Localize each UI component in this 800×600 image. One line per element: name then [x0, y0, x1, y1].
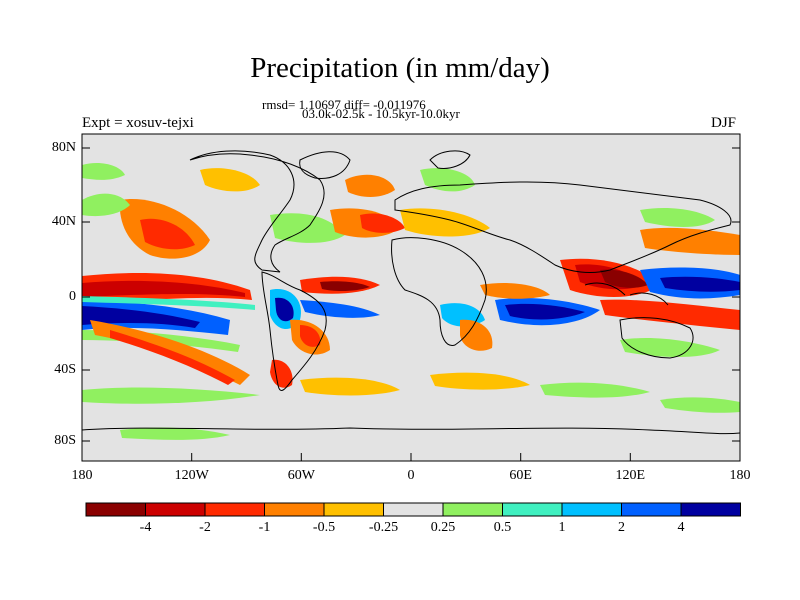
x-tick-label: 0 — [407, 468, 415, 483]
colorbar-label: 1 — [558, 520, 566, 535]
colorbar-label: 0.25 — [430, 520, 456, 535]
colorbar-swatch — [502, 502, 563, 517]
y-tick-label: 80N — [51, 140, 76, 155]
x-tick-label: 180 — [729, 468, 751, 483]
x-tick-label: 120E — [615, 468, 646, 483]
colorbar-swatch — [383, 502, 444, 517]
colorbar-label: -0.5 — [312, 520, 336, 535]
colorbar-label: 2 — [618, 520, 625, 535]
x-tick-label: 60W — [287, 468, 315, 483]
y-tick-label: 40N — [51, 214, 76, 229]
x-tick-label: 120W — [174, 468, 209, 483]
colorbar-swatch — [442, 502, 503, 517]
x-tick-label: 60E — [509, 468, 532, 483]
map-title: Precipitation (in mm/day) — [250, 52, 550, 84]
colorbar-swatch — [561, 502, 622, 517]
y-tick-label: 80S — [54, 433, 76, 448]
colorbar-swatch — [85, 502, 146, 517]
x-tick-label: 180 — [71, 468, 93, 483]
continent-outlines — [82, 150, 740, 435]
colorbar-label: 4 — [677, 520, 685, 535]
colorbar-label: -0.25 — [368, 520, 399, 535]
colorbar-label: -2 — [199, 520, 211, 535]
period-comparison: 03.0k-02.5k - 10.5kyr-10.0kyr — [302, 106, 460, 121]
colorbar-swatch — [264, 502, 325, 517]
anomaly-fields — [82, 163, 740, 440]
colorbar-label: -4 — [139, 520, 152, 535]
season-label: DJF — [711, 115, 737, 131]
y-tick-label: 40S — [54, 362, 76, 377]
colorbar-swatch — [323, 502, 384, 517]
experiment-label: Expt = xosuv-tejxi — [82, 115, 194, 131]
colorbar — [85, 502, 741, 517]
colorbar-label: -1 — [258, 520, 271, 535]
y-tick-label: 0 — [69, 289, 76, 304]
axis-ticks — [81, 147, 741, 461]
colorbar-swatch — [680, 502, 741, 517]
colorbar-swatch — [204, 502, 265, 517]
colorbar-label: 0.5 — [493, 520, 512, 535]
colorbar-swatch — [621, 502, 682, 517]
rmsd-diff-stats: rmsd= 1.10697 diff= -0.011976 — [262, 97, 426, 112]
colorbar-swatch — [145, 502, 206, 517]
